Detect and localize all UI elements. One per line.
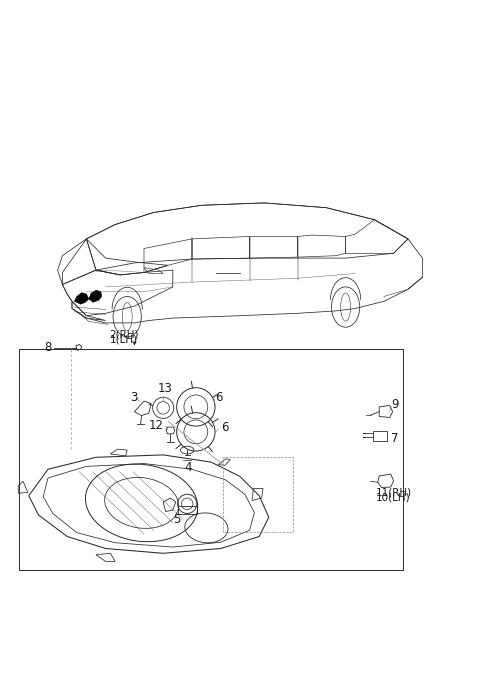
Text: 3: 3: [130, 391, 137, 404]
Text: 6: 6: [215, 391, 222, 404]
Polygon shape: [74, 293, 89, 304]
Bar: [19, 349, 403, 570]
Text: 4: 4: [184, 461, 192, 473]
Polygon shape: [89, 290, 102, 302]
Text: 10(LH): 10(LH): [376, 493, 411, 502]
Text: 11(RH): 11(RH): [375, 487, 412, 497]
Text: 6: 6: [221, 420, 228, 433]
Text: 7: 7: [391, 431, 399, 444]
Text: 5: 5: [173, 513, 180, 526]
Text: 13: 13: [158, 382, 173, 395]
Text: 1(LH): 1(LH): [110, 334, 138, 344]
Text: 12: 12: [149, 419, 164, 431]
Text: 8: 8: [45, 341, 52, 354]
Text: 2(RH): 2(RH): [109, 330, 139, 340]
Text: 9: 9: [391, 398, 399, 411]
